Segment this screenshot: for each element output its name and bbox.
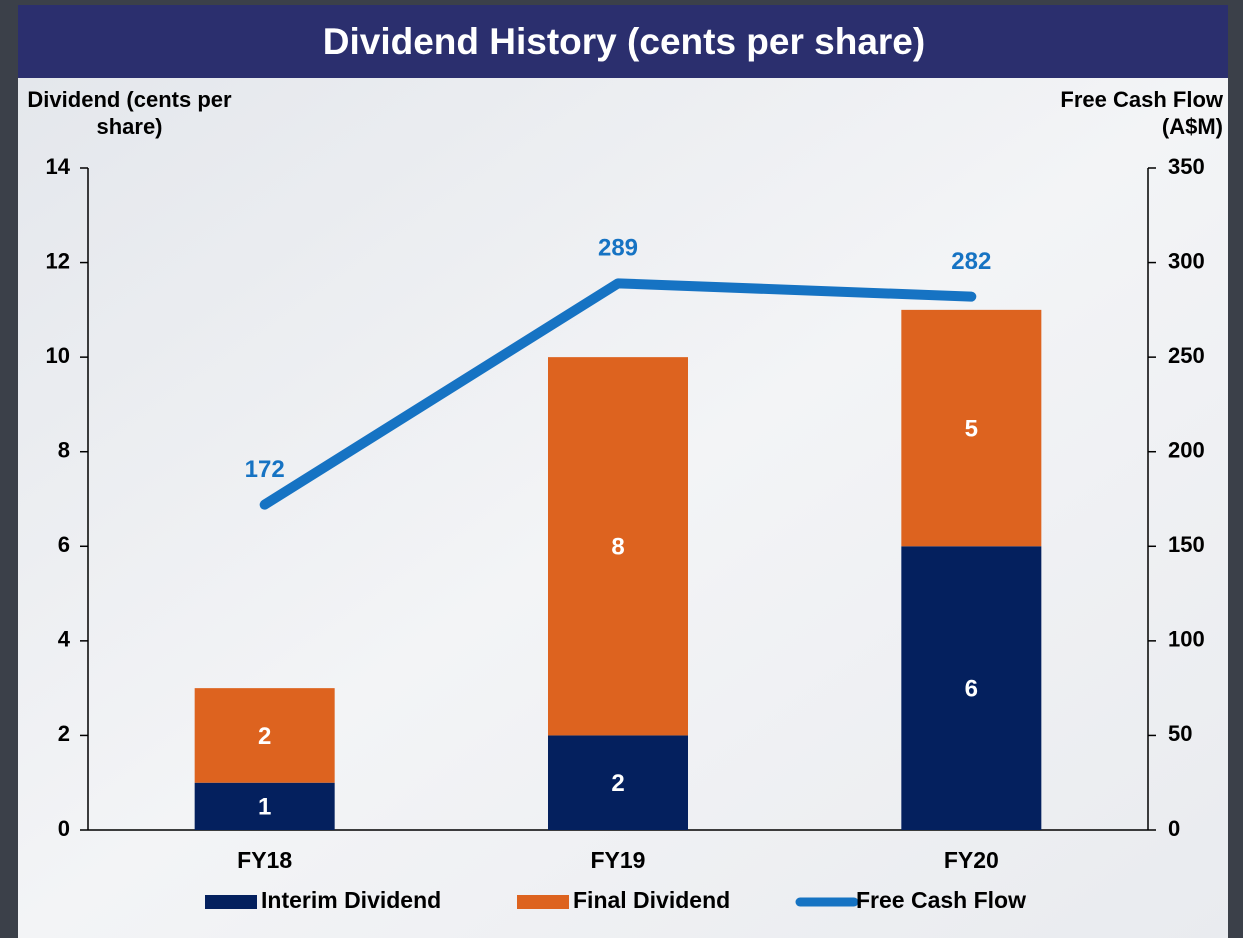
- page: Dividend History (cents per share) 0 2 4 6 8…: [0, 0, 1243, 938]
- legend-swatch: [517, 895, 569, 909]
- y2-tick-label: 50: [1168, 721, 1192, 746]
- legend-label: Interim Dividend: [261, 887, 441, 913]
- y2-tick-label: 250: [1168, 343, 1205, 368]
- bar-value-label: 2: [611, 770, 624, 797]
- bar-value-label: 6: [965, 675, 978, 702]
- x-tick-label: FY19: [591, 847, 646, 873]
- y2-axis-title: Free Cash Flow (A$M): [1013, 86, 1223, 140]
- line-value-label: 289: [598, 235, 638, 262]
- x-tick-label: FY18: [237, 847, 292, 873]
- y-axis-title: Dividend (cents per share): [22, 86, 237, 140]
- y-tick-label: 2: [58, 721, 70, 746]
- legend-swatch: [205, 895, 257, 909]
- bar-value-label: 5: [965, 415, 978, 442]
- chart: Dividend History (cents per share) 0 2 4 6 8…: [0, 0, 1243, 938]
- bar-value-label: 1: [258, 794, 271, 821]
- x-tick-label: FY20: [944, 847, 999, 873]
- y2-tick-label: 200: [1168, 438, 1205, 463]
- bar-value-label: 8: [611, 534, 624, 561]
- y2-tick-label: 350: [1168, 154, 1205, 179]
- y2-tick-label: 0: [1168, 816, 1180, 841]
- line-value-label: 282: [951, 248, 991, 275]
- y2-tick-label: 100: [1168, 627, 1205, 652]
- y-tick-label: 0: [58, 816, 70, 841]
- y-tick-label: 14: [46, 154, 71, 179]
- y-tick-label: 4: [58, 627, 71, 652]
- bar-value-label: 2: [258, 723, 271, 750]
- y-tick-label: 10: [46, 343, 70, 368]
- y2-tick-label: 300: [1168, 248, 1205, 273]
- chart-title: Dividend History (cents per share): [323, 21, 925, 62]
- y-tick-label: 12: [46, 248, 70, 273]
- y-tick-label: 6: [58, 532, 70, 557]
- legend-label: Free Cash Flow: [856, 887, 1026, 913]
- legend-label: Final Dividend: [573, 887, 730, 913]
- y-tick-label: 8: [58, 438, 70, 463]
- line-value-label: 172: [245, 456, 285, 483]
- y2-tick-label: 150: [1168, 532, 1205, 557]
